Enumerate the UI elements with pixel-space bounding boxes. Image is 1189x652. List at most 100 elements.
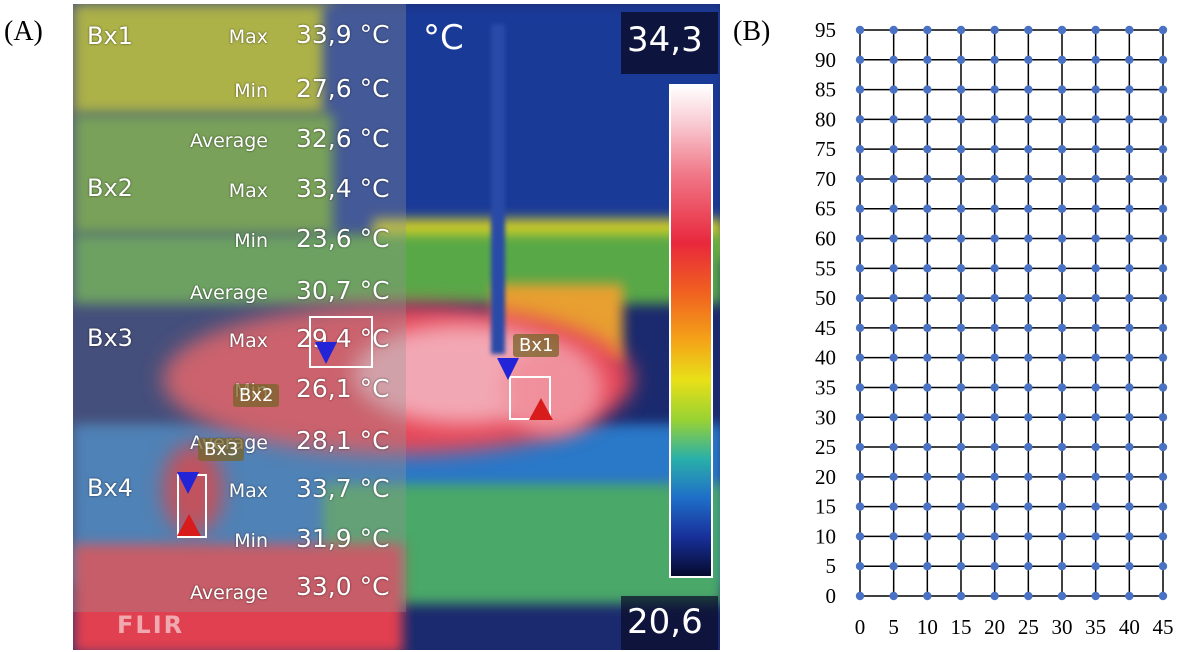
data-point	[1057, 562, 1067, 571]
data-point	[923, 323, 932, 333]
data-point	[923, 174, 932, 184]
bx4-name: Bx4	[87, 474, 133, 502]
data-point	[956, 85, 966, 94]
bx2-average-key: Average	[189, 282, 268, 304]
y-tick-label: 40	[815, 346, 836, 370]
data-point	[1158, 472, 1168, 482]
data-point	[855, 115, 865, 124]
data-point	[1024, 502, 1033, 511]
data-point	[1091, 174, 1100, 184]
data-point	[1125, 383, 1134, 392]
data-point	[1091, 413, 1100, 422]
data-point	[1024, 562, 1033, 571]
data-point	[1125, 234, 1134, 243]
bx3-max-key: Max	[228, 330, 268, 352]
bx2-min-key: Min	[234, 230, 268, 252]
data-point	[1158, 413, 1168, 422]
data-point	[1091, 442, 1100, 452]
data-point	[1125, 85, 1134, 94]
data-point	[956, 532, 966, 541]
data-point	[1125, 413, 1134, 422]
y-tick-label: 0	[826, 584, 837, 608]
data-point	[1158, 502, 1168, 511]
data-point	[1091, 383, 1100, 392]
data-point	[956, 115, 966, 124]
bx1-max-value: 33,9 °C	[296, 20, 390, 49]
scale-max-background	[621, 12, 718, 74]
scale-min-background	[621, 596, 718, 650]
data-point	[1125, 293, 1134, 303]
y-tick-label: 75	[815, 137, 836, 161]
data-point	[1024, 472, 1033, 482]
data-point	[1091, 532, 1100, 541]
data-point	[1158, 353, 1168, 362]
thermal-bg-green-left	[73, 114, 333, 234]
bx4-average-key: Average	[189, 582, 268, 604]
data-point	[1057, 115, 1067, 124]
data-point	[889, 442, 898, 452]
temperature-colorbar	[669, 84, 713, 578]
y-tick-label: 15	[815, 495, 836, 519]
y-tick-label: 25	[815, 435, 836, 459]
data-point	[1057, 472, 1067, 482]
box-tag-bx1: Bx1	[513, 334, 560, 357]
data-point	[923, 264, 932, 273]
data-point	[923, 25, 932, 35]
box-marker-bx3[interactable]	[309, 316, 373, 368]
data-point	[1024, 413, 1033, 422]
data-point	[1024, 174, 1033, 184]
data-point	[990, 532, 999, 541]
data-point	[1057, 85, 1067, 94]
x-tick-label: 30	[1052, 615, 1073, 639]
data-point	[889, 502, 898, 511]
data-point	[990, 472, 999, 482]
data-point	[1091, 144, 1100, 154]
data-point	[990, 85, 999, 94]
data-point	[990, 25, 999, 35]
box-tag-bx3: Bx3	[198, 438, 245, 461]
data-point	[1057, 383, 1067, 392]
bx1-min-marker-icon	[497, 358, 519, 380]
data-point	[1024, 264, 1033, 273]
bx3-average-value: 28,1 °C	[296, 426, 390, 455]
data-point	[1125, 472, 1134, 482]
data-point	[1125, 25, 1134, 35]
data-point	[1057, 234, 1067, 243]
bx1-average-value: 32,6 °C	[296, 124, 390, 153]
data-point	[855, 234, 865, 243]
bx2-average-value: 30,7 °C	[296, 276, 390, 305]
data-point	[1024, 442, 1033, 452]
data-point	[889, 472, 898, 482]
data-point	[1091, 353, 1100, 362]
data-point	[923, 442, 932, 452]
data-point	[990, 413, 999, 422]
data-point	[923, 353, 932, 362]
data-point	[1158, 562, 1168, 571]
data-point	[1158, 234, 1168, 243]
unit-label: °C	[423, 18, 464, 58]
data-point	[1158, 532, 1168, 541]
data-point	[1024, 85, 1033, 94]
data-point	[889, 115, 898, 124]
x-tick-label: 45	[1153, 615, 1174, 639]
data-point	[956, 442, 966, 452]
data-point	[1057, 25, 1067, 35]
data-point	[1091, 502, 1100, 511]
data-point	[1125, 204, 1134, 213]
data-point	[990, 234, 999, 243]
data-point	[1091, 55, 1100, 64]
data-point	[1125, 55, 1134, 64]
data-point	[956, 323, 966, 333]
data-point	[1057, 502, 1067, 511]
data-point	[1158, 55, 1168, 64]
data-point	[923, 144, 932, 154]
x-tick-label: 35	[1085, 615, 1106, 639]
bx4-min-marker-icon	[177, 472, 199, 494]
thermal-bg-red-bottom	[73, 544, 403, 650]
data-point	[889, 353, 898, 362]
data-point	[1057, 144, 1067, 154]
data-point	[1024, 234, 1033, 243]
data-point	[889, 264, 898, 273]
thermal-image: Bx1 Max 33,9 °C Min 27,6 °C Average 32,6…	[73, 4, 720, 650]
